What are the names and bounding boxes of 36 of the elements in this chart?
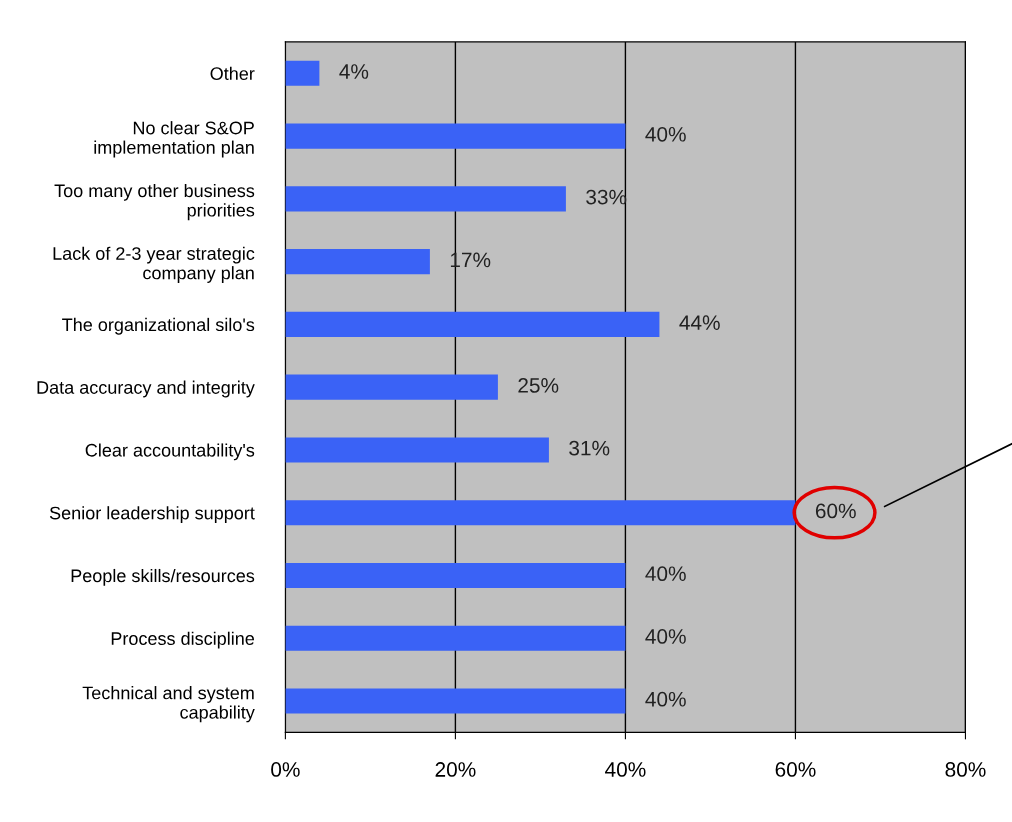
y-tick-label: Too many other business priorities <box>54 183 255 221</box>
x-tick-label: 40% <box>605 762 646 777</box>
x-tick-label: 60% <box>775 762 816 777</box>
bar <box>285 249 430 275</box>
data-label: 40% <box>645 629 686 644</box>
y-tick-label: Process discipline <box>111 631 255 649</box>
bar <box>285 688 626 714</box>
data-label: 4% <box>339 64 369 79</box>
bar <box>285 625 626 651</box>
x-tick-label: 20% <box>435 762 476 777</box>
y-tick-label: Senior leadership support <box>49 506 255 523</box>
bar <box>285 60 320 86</box>
bar <box>285 311 660 337</box>
y-tick-label: Other <box>210 66 255 81</box>
bar <box>285 500 796 526</box>
y-tick-label: Data accuracy and integrity <box>37 380 255 398</box>
y-tick-label: Lack of 2-3 year strategic company plan <box>53 246 255 283</box>
data-label: 25% <box>518 378 559 393</box>
data-label: 40% <box>645 126 686 142</box>
data-label: 40% <box>645 691 686 707</box>
data-label: 60% <box>815 503 856 519</box>
y-tick-label: The organizational silo's <box>62 317 255 335</box>
y-tick-label: No clear S&OP implementation plan <box>94 121 254 158</box>
y-tick-label: People skills/resources <box>71 568 255 586</box>
x-tick-label: 0% <box>271 762 300 777</box>
bar <box>285 437 549 463</box>
data-label: 44% <box>679 315 720 330</box>
data-label: 31% <box>569 440 610 456</box>
bar <box>285 186 566 212</box>
bar <box>285 562 626 589</box>
bar <box>285 123 626 149</box>
y-tick-label: Technical and system capability <box>82 686 255 723</box>
bar <box>285 374 498 400</box>
x-tick-label: 80% <box>945 762 986 777</box>
y-tick-label: Clear accountability's <box>85 443 255 461</box>
data-label: 40% <box>645 566 686 582</box>
